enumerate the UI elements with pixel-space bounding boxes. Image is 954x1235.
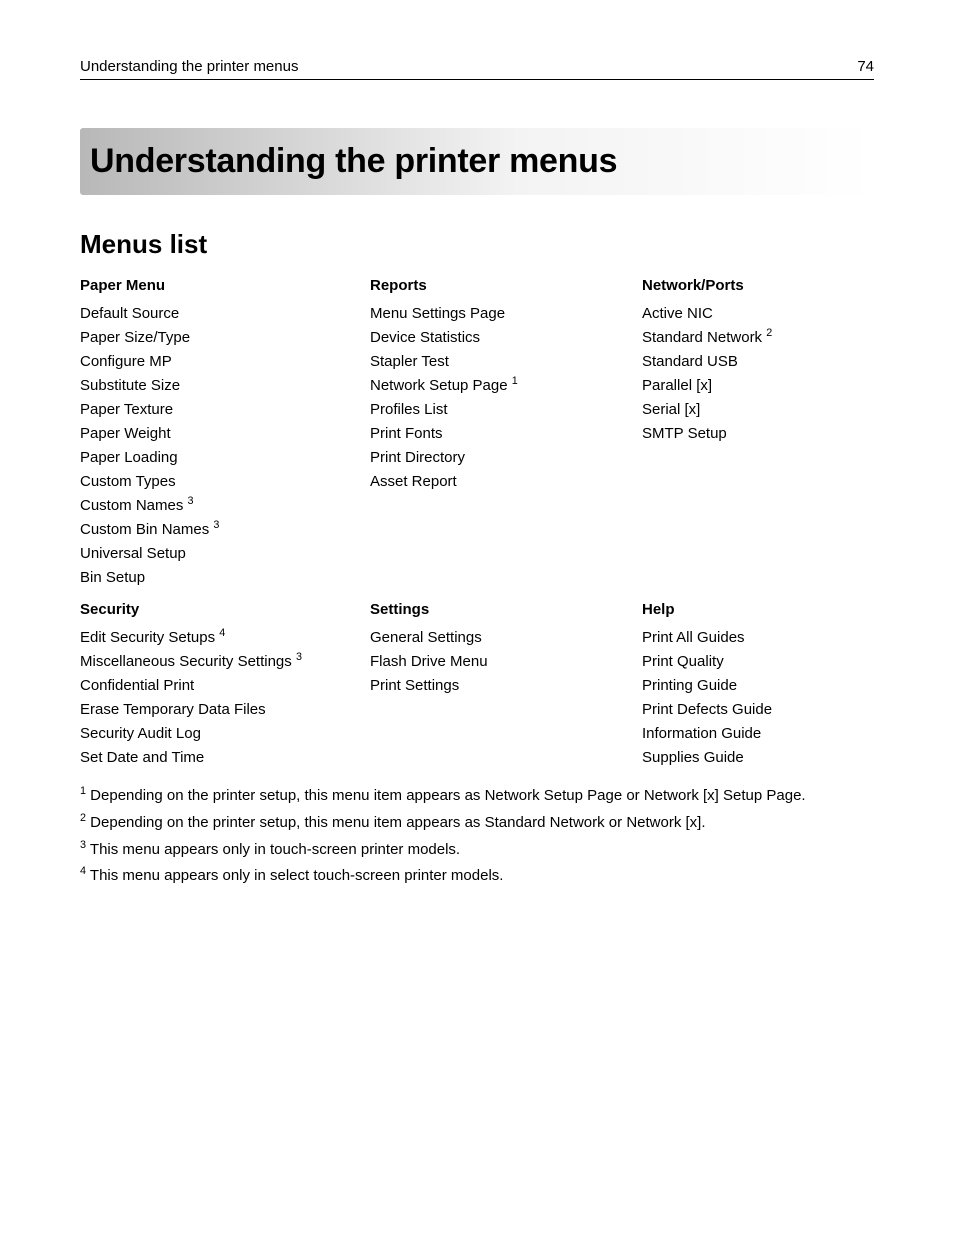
menu-item: Confidential Print (80, 674, 362, 698)
menu-item: Security Audit Log (80, 722, 362, 746)
chapter-title: Understanding the printer menus (90, 142, 856, 181)
menu-item: Configure MP (80, 350, 362, 374)
menu-item: Parallel [x] (642, 374, 866, 398)
footnotes: 1 Depending on the printer setup, this m… (80, 784, 874, 889)
section-title: Menus list (80, 229, 874, 260)
menu-item: Profiles List (370, 398, 634, 422)
menu-item: Active NIC (642, 302, 866, 326)
menu-item: Standard USB (642, 350, 866, 374)
menu-item: Asset Report (370, 470, 634, 494)
menu-item: SMTP Setup (642, 422, 866, 446)
menu-item: Custom Names 3 (80, 494, 362, 518)
footnote-marker: 4 (80, 865, 86, 877)
column-header: Help (642, 598, 866, 622)
footnote-ref: 2 (766, 327, 772, 339)
menu-item: Paper Size/Type (80, 326, 362, 350)
column-network-ports: Network/Ports Active NICStandard Network … (642, 274, 874, 590)
column-header: Reports (370, 274, 634, 298)
footnote: 2 Depending on the printer setup, this m… (80, 811, 874, 836)
menu-item: Print Fonts (370, 422, 634, 446)
column-header: Settings (370, 598, 634, 622)
footnote: 4 This menu appears only in select touch… (80, 864, 874, 889)
menu-item: Paper Texture (80, 398, 362, 422)
menu-item: Device Statistics (370, 326, 634, 350)
menus-grid: Paper MenuDefault SourcePaper Size/TypeC… (80, 274, 874, 770)
menu-item: Standard Network 2 (642, 326, 866, 350)
menu-item: Custom Types (80, 470, 362, 494)
menu-item: Stapler Test (370, 350, 634, 374)
footnote-ref: 3 (188, 495, 194, 507)
menu-item: Paper Loading (80, 446, 362, 470)
menu-item: Erase Temporary Data Files (80, 698, 362, 722)
menu-item: Default Source (80, 302, 362, 326)
menu-item: Supplies Guide (642, 746, 866, 770)
menu-item: Custom Bin Names 3 (80, 518, 362, 542)
menu-item: Print Defects Guide (642, 698, 866, 722)
footnote-ref: 3 (213, 519, 219, 531)
column-paper-menu: Paper MenuDefault SourcePaper Size/TypeC… (80, 274, 370, 590)
footnote: 3 This menu appears only in touch-screen… (80, 838, 874, 863)
footnote: 1 Depending on the printer setup, this m… (80, 784, 874, 809)
footnote-ref: 3 (296, 651, 302, 663)
menu-item: General Settings (370, 626, 634, 650)
page-number: 74 (857, 58, 874, 75)
footnote-ref: 1 (512, 375, 518, 387)
menu-item: Printing Guide (642, 674, 866, 698)
chapter-title-bar: Understanding the printer menus (80, 128, 874, 195)
menu-item: Miscellaneous Security Settings 3 (80, 650, 362, 674)
menu-item: Universal Setup (80, 542, 362, 566)
menu-item: Substitute Size (80, 374, 362, 398)
column-header: Network/Ports (642, 274, 866, 298)
menu-item: Print All Guides (642, 626, 866, 650)
menu-item: Print Settings (370, 674, 634, 698)
menu-item: Print Directory (370, 446, 634, 470)
menu-item: Print Quality (642, 650, 866, 674)
document-page: Understanding the printer menus 74 Under… (0, 0, 954, 1235)
menu-item: Set Date and Time (80, 746, 362, 770)
menu-item: Paper Weight (80, 422, 362, 446)
menu-item: Menu Settings Page (370, 302, 634, 326)
menu-item: Information Guide (642, 722, 866, 746)
footnote-marker: 2 (80, 812, 86, 824)
running-title: Understanding the printer menus (80, 58, 298, 75)
column-help: Help Print All GuidesPrint QualityPrintin… (642, 598, 874, 770)
footnote-ref: 4 (219, 627, 225, 639)
menu-item: Bin Setup (80, 566, 362, 590)
menu-item: Serial [x] (642, 398, 866, 422)
column-header: Security (80, 598, 362, 622)
running-header: Understanding the printer menus 74 (80, 58, 874, 80)
footnote-marker: 3 (80, 839, 86, 851)
footnote-marker: 1 (80, 785, 86, 797)
column-reports: Reports Menu Settings PageDevice Statisti… (370, 274, 642, 590)
column-header: Paper Menu (80, 274, 362, 298)
column-settings: Settings General SettingsFlash Drive Menu… (370, 598, 642, 770)
menu-item: Flash Drive Menu (370, 650, 634, 674)
menu-item: Edit Security Setups 4 (80, 626, 362, 650)
menu-item: Network Setup Page 1 (370, 374, 634, 398)
column-security: Security Edit Security Setups 4Miscellane… (80, 598, 370, 770)
